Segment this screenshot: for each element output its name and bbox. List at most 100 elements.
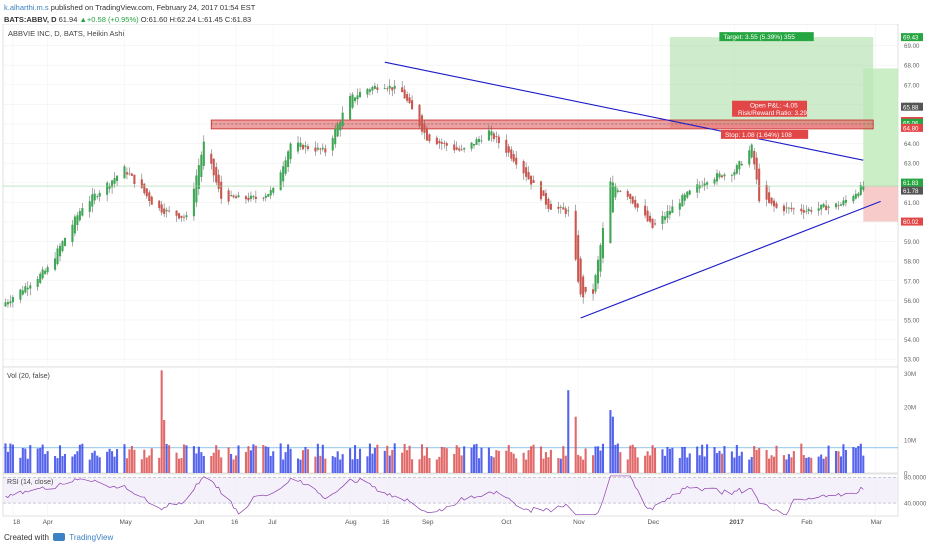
candle-body xyxy=(272,187,275,193)
candle-body xyxy=(750,144,753,158)
candle-body xyxy=(339,122,342,131)
volume-bar xyxy=(289,448,292,473)
candle-body xyxy=(376,87,379,90)
volume-bar xyxy=(738,455,741,473)
volume-tick-label: 0 xyxy=(904,471,908,478)
candle-body xyxy=(475,139,478,145)
volume-bar xyxy=(88,459,91,473)
candle-body xyxy=(316,147,319,150)
volume-bar xyxy=(532,444,535,473)
volume-bar xyxy=(91,452,94,473)
candle-body xyxy=(842,200,845,206)
candle-body xyxy=(844,199,847,203)
ohlc-values: O:61.60 H:62.24 L:61.45 C:61.83 xyxy=(140,15,252,24)
candle-body xyxy=(473,143,476,146)
candle-body xyxy=(542,190,545,196)
volume-bar xyxy=(772,456,776,473)
candle-body xyxy=(366,88,369,95)
volume-bar xyxy=(765,449,768,473)
candle-body xyxy=(703,183,706,187)
candle-body xyxy=(696,184,699,193)
candle-body xyxy=(4,302,7,307)
candle-body xyxy=(512,154,515,162)
volume-bar xyxy=(539,446,543,473)
candle-body xyxy=(123,166,126,179)
candle-body xyxy=(39,273,42,283)
volume-bar xyxy=(443,447,446,473)
candle-body xyxy=(601,228,605,259)
candle-body xyxy=(264,195,267,198)
volume-bar xyxy=(113,456,116,473)
volume-bar xyxy=(254,445,257,473)
author-link[interactable]: k.alharthi.m.s xyxy=(4,3,49,12)
x-tick-label: 2017 xyxy=(729,519,744,526)
chart-area[interactable]: 69.0068.0067.0066.0065.0064.0063.0062.00… xyxy=(0,23,932,550)
volume-bar xyxy=(492,457,495,473)
candle-body xyxy=(237,195,240,198)
resistance-zone xyxy=(210,119,874,130)
chart-svg[interactable]: 69.0068.0067.0066.0065.0064.0063.0062.00… xyxy=(0,23,932,550)
volume-bar xyxy=(616,443,619,473)
last-price: 61.94 xyxy=(58,15,78,24)
volume-bar xyxy=(733,457,736,473)
volume-bar xyxy=(594,446,597,473)
volume-label: Vol (20, false) xyxy=(7,373,50,380)
price-badge-label: 61.78 xyxy=(903,188,919,195)
candle-body xyxy=(78,211,81,221)
candle-body xyxy=(854,193,857,199)
volume-bar xyxy=(720,453,724,473)
volume-bar xyxy=(54,456,57,473)
candle-body xyxy=(631,196,634,204)
candle-body xyxy=(391,87,394,91)
candle-body xyxy=(306,146,309,150)
volume-bar xyxy=(626,459,629,473)
candle-body xyxy=(351,94,354,108)
candle-body xyxy=(334,128,337,145)
x-tick-label: 18 xyxy=(13,519,21,526)
candle-body xyxy=(480,140,483,142)
candle-body xyxy=(562,207,565,210)
x-tick-label: Mar xyxy=(871,519,883,526)
candle-body xyxy=(368,89,371,92)
volume-bar xyxy=(567,390,570,473)
candle-body xyxy=(44,270,47,274)
candle-body xyxy=(681,195,684,207)
candle-body xyxy=(386,88,389,90)
candle-body xyxy=(720,175,724,178)
candle-body xyxy=(177,213,181,219)
volume-bar xyxy=(800,443,803,473)
candle-body xyxy=(26,287,29,290)
tradingview-link[interactable]: TradingView xyxy=(69,533,114,542)
volume-bar xyxy=(116,449,119,473)
volume-bar xyxy=(220,457,223,473)
x-tick-label: 16 xyxy=(231,519,239,526)
volume-bar xyxy=(859,443,862,473)
volume-bar xyxy=(807,457,810,473)
candle-body xyxy=(217,174,220,189)
candle-body xyxy=(522,161,525,174)
target-label: Target: 3.55 (5.39%) 355 xyxy=(723,34,795,41)
candle-body xyxy=(267,194,270,197)
candle-body xyxy=(435,137,438,145)
volume-bar xyxy=(76,451,79,473)
volume-bar xyxy=(530,446,533,473)
candle-body xyxy=(765,184,768,200)
candle-body xyxy=(168,210,171,212)
candle-body xyxy=(852,196,855,202)
price-tick-label: 53.00 xyxy=(904,357,920,364)
candle-body xyxy=(133,174,136,184)
volume-bar xyxy=(366,456,369,473)
candle-body xyxy=(715,173,719,182)
volume-bar xyxy=(559,458,562,473)
candle-body xyxy=(373,85,376,89)
candle-body xyxy=(304,145,307,148)
candle-body xyxy=(477,138,481,142)
candle-body xyxy=(324,148,327,153)
candle-body xyxy=(738,161,741,170)
volume-bar xyxy=(269,455,272,473)
volume-bar xyxy=(435,459,438,473)
volume-bar xyxy=(200,452,203,473)
candle-body xyxy=(71,224,74,243)
volume-bar xyxy=(46,451,49,473)
candle-body xyxy=(19,289,22,300)
